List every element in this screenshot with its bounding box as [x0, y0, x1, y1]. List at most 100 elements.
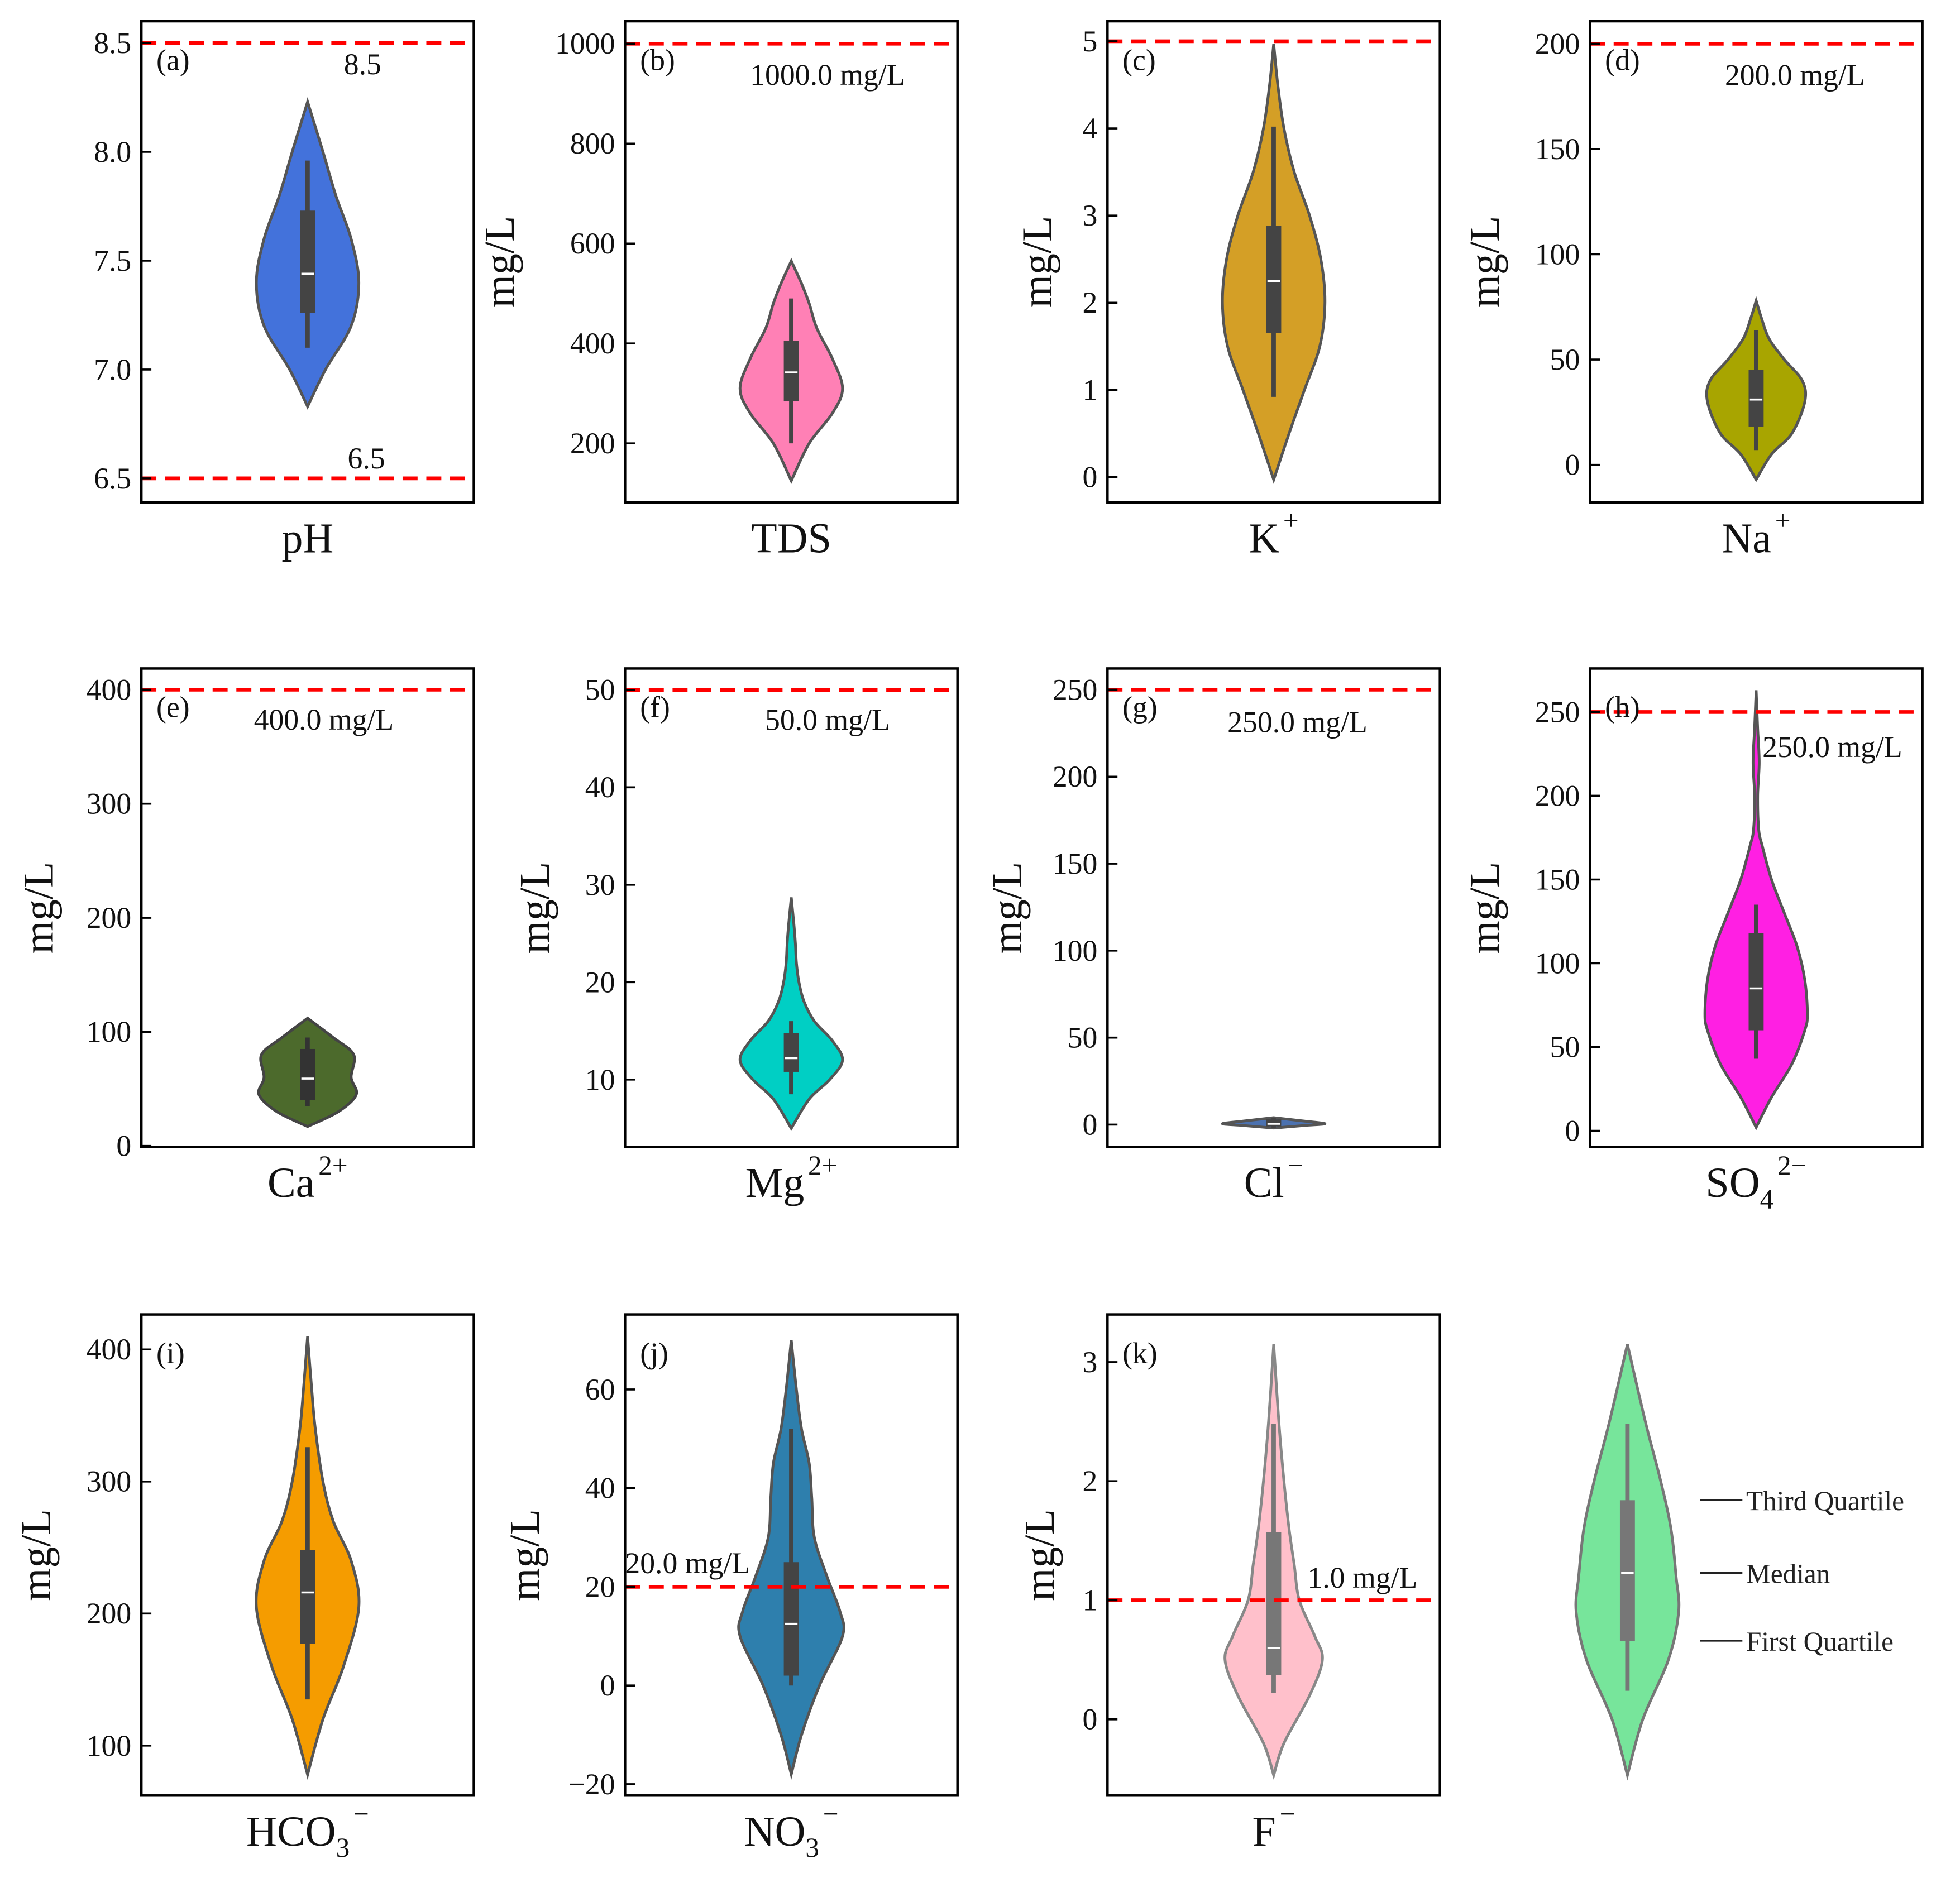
x-axis-label: K +: [1249, 505, 1298, 562]
y-tick-label: 40: [585, 770, 615, 804]
y-tick-label: 400: [87, 673, 132, 706]
y-axis-label: mg/L: [476, 215, 523, 308]
x-label-superscript: +: [1283, 505, 1299, 536]
x-axis-label: Mg 2+: [745, 1150, 838, 1206]
y-tick-label: 0: [1565, 1114, 1580, 1147]
panel-letter: (k): [1122, 1336, 1158, 1370]
x-axis-label: Na +: [1722, 505, 1790, 562]
y-tick-label: 8.5: [94, 26, 131, 60]
y-tick-label: 200: [1535, 779, 1580, 812]
panel-letter: (g): [1122, 691, 1158, 724]
y-tick-label: 60: [585, 1373, 615, 1406]
x-label-superscript: −: [823, 1799, 839, 1829]
y-axis-label: mg/L: [15, 862, 62, 954]
panel-f: 50.0 mg/L 10 20 30 40 50 (f) mg/L Mg 2+: [511, 667, 959, 1206]
threshold-label: 250.0 mg/L: [1762, 730, 1902, 764]
y-tick-label: 6.5: [94, 462, 131, 495]
y-axis-label: mg/L: [13, 1509, 60, 1601]
y-tick-label: 30: [585, 868, 615, 902]
y-tick-label: 400: [87, 1333, 132, 1366]
x-label-base: Cl: [1244, 1160, 1284, 1206]
y-tick-label: 300: [87, 1465, 132, 1498]
y-tick-label: 40: [585, 1472, 615, 1505]
panel-j: 20.0 mg/L −20 0 20 40 60 (j) mg/L NO3−: [501, 1313, 959, 1863]
x-axis-label: NO3−: [744, 1799, 839, 1863]
x-label-superscript: +: [1775, 505, 1791, 536]
panel-letter: (j): [640, 1336, 668, 1370]
y-tick-label: 100: [1535, 237, 1580, 271]
axes-frame: [140, 667, 475, 1148]
axes-frame: [624, 20, 959, 504]
y-tick-label: 200: [87, 1597, 132, 1630]
x-label-base: Na: [1722, 515, 1771, 562]
axes-frame: [140, 1313, 475, 1797]
axes-frame: [1588, 20, 1924, 504]
y-tick-label: 150: [1535, 132, 1580, 166]
y-tick-label: 50: [1550, 1030, 1580, 1063]
panel-letter: (c): [1122, 43, 1156, 76]
x-label-base: SO: [1705, 1160, 1760, 1206]
y-tick-label: 1: [1083, 1583, 1098, 1617]
x-axis-label: Cl −: [1244, 1150, 1303, 1206]
x-label-subscript: 4: [1760, 1184, 1774, 1214]
x-label-base: Mg: [745, 1160, 805, 1206]
axes-frame: [140, 20, 475, 504]
threshold-label: 50.0 mg/L: [765, 703, 890, 736]
y-tick-label: 5: [1083, 25, 1098, 58]
x-axis-label: SO42−: [1705, 1150, 1806, 1214]
iqr-box: [300, 210, 315, 313]
threshold-label: 250.0 mg/L: [1227, 706, 1368, 739]
threshold-label: 20.0 mg/L: [625, 1546, 750, 1580]
x-label-base: TDS: [751, 515, 831, 562]
x-label-subscript: 3: [805, 1832, 819, 1863]
y-tick-label: 1: [1083, 373, 1098, 406]
panel-e: 400.0 mg/L 0 100 200 300 400 (e) mg/L Ca 2+: [15, 667, 475, 1206]
iqr-box: [1619, 1500, 1635, 1641]
y-axis-label: mg/L: [1461, 862, 1508, 954]
y-tick-label: 100: [87, 1015, 132, 1048]
y-axis-label: mg/L: [984, 862, 1031, 954]
legend: Third Quartile Median First Quartile: [1574, 1344, 1904, 1781]
x-label-base: NO: [744, 1808, 806, 1855]
x-axis-label: Ca 2+: [267, 1150, 348, 1206]
panel-c: 0 1 2 3 4 5 (c) mg/L K +: [1014, 20, 1441, 562]
y-tick-label: 7.5: [94, 244, 131, 277]
x-label-base: Ca: [267, 1160, 315, 1206]
panel-letter: (i): [156, 1336, 185, 1370]
y-tick-label: 8.0: [94, 135, 131, 169]
x-label-superscript: 2+: [808, 1150, 837, 1181]
panel-letter: (a): [156, 43, 190, 76]
panel-b: 1000.0 mg/L 200 400 600 800 1000 (b) mg/L TDS: [476, 20, 959, 562]
panel-letter: (d): [1605, 43, 1640, 76]
y-tick-label: 200: [87, 901, 132, 935]
violin-body: [738, 897, 844, 1131]
iqr-box: [1748, 933, 1764, 1031]
y-tick-label: 0: [116, 1129, 131, 1163]
y-tick-label: 0: [1083, 1703, 1098, 1736]
panel-g: 250.0 mg/L 0 50 100 150 200 250 (g) mg/L Cl −: [984, 667, 1441, 1206]
axes-frame: [1588, 667, 1924, 1148]
iqr-box: [783, 341, 799, 401]
y-tick-label: 150: [1535, 863, 1580, 896]
panel-letter: (e): [156, 691, 190, 724]
y-tick-label: 20: [585, 965, 615, 999]
iqr-box: [300, 1048, 315, 1100]
y-tick-label: 0: [1565, 448, 1580, 482]
panel-letter: (f): [640, 691, 670, 724]
x-label-superscript: 2−: [1777, 1150, 1806, 1181]
y-tick-label: 3: [1083, 1345, 1098, 1379]
legend-label: Third Quartile: [1746, 1486, 1904, 1516]
y-tick-label: 100: [87, 1729, 132, 1762]
y-tick-label: 200: [1053, 760, 1098, 793]
y-axis-label: mg/L: [1016, 1509, 1063, 1601]
threshold-label: 1000.0 mg/L: [750, 58, 905, 92]
y-tick-label: 400: [570, 327, 615, 360]
x-label-superscript: −: [353, 1799, 369, 1829]
threshold-label: 200.0 mg/L: [1725, 58, 1865, 92]
x-label-base: F: [1253, 1808, 1276, 1855]
y-tick-label: 10: [585, 1063, 615, 1096]
iqr-box: [1748, 370, 1764, 427]
x-label-subscript: 3: [336, 1832, 350, 1863]
